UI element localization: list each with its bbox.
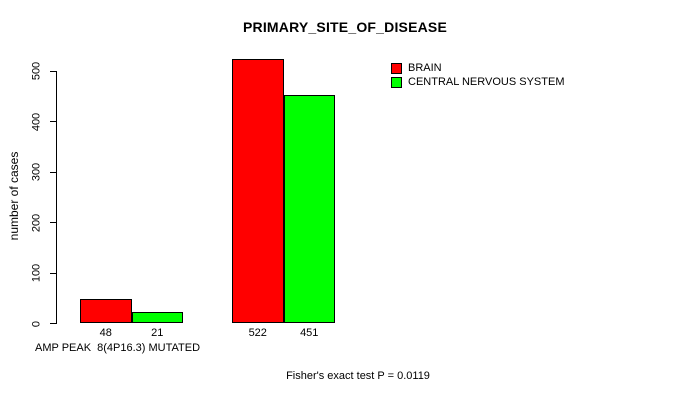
bar-value-label: 21 (151, 327, 164, 339)
y-tick-label: 200 (30, 213, 43, 232)
bar-cns-group2 (283, 95, 335, 323)
y-tick-label: 400 (30, 112, 43, 131)
fisher-test-annotation: Fisher's exact test P = 0.0119 (286, 370, 430, 382)
y-tick-label: 500 (30, 61, 43, 81)
legend-swatch-cns (391, 77, 402, 88)
bar-value-label: 522 (248, 327, 267, 339)
bar-value-label: 451 (300, 327, 319, 339)
y-tick (50, 272, 57, 274)
y-tick-label: 300 (30, 162, 43, 182)
y-tick-label: 100 (30, 263, 43, 283)
y-tick (50, 70, 57, 72)
legend: BRAIN CENTRAL NERVOUS SYSTEM (391, 63, 564, 88)
y-axis-line (56, 70, 57, 324)
y-tick (50, 121, 57, 122)
y-tick-label: 0 (30, 320, 43, 327)
legend-item-brain: BRAIN (391, 63, 564, 74)
legend-swatch-brain (391, 63, 402, 74)
legend-label-brain: BRAIN (408, 62, 442, 74)
x-axis-group-label: AMP PEAK 8(4P16.3) MUTATED (35, 342, 201, 354)
bar-value-label: 48 (99, 327, 112, 339)
bar-brain-group1 (80, 298, 132, 323)
y-tick (50, 171, 57, 173)
chart-title: PRIMARY_SITE_OF_DISEASE (242, 19, 448, 35)
bar-cns-group1 (131, 312, 183, 323)
y-tick (50, 323, 57, 324)
bar-brain-group2 (232, 59, 284, 323)
legend-label-cns: CENTRAL NERVOUS SYSTEM (408, 76, 565, 88)
legend-item-cns: CENTRAL NERVOUS SYSTEM (391, 77, 564, 88)
y-tick (50, 222, 57, 223)
